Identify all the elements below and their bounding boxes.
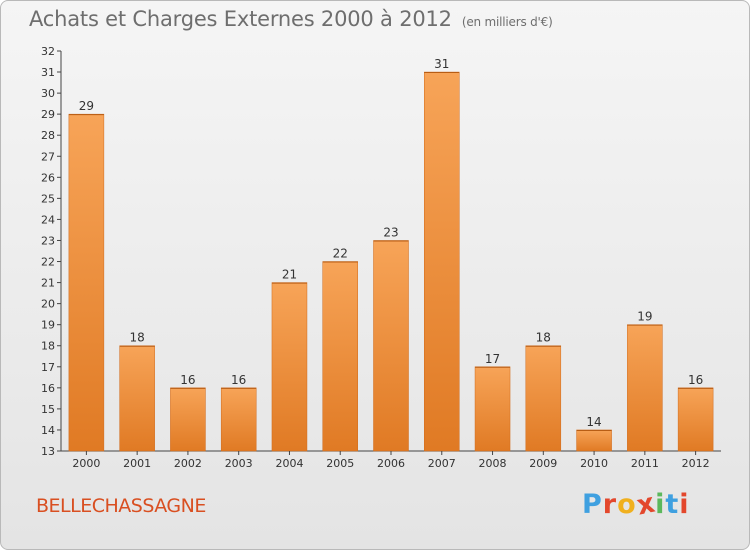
chart-title: Achats et Charges Externes 2000 à 2012 (e… bbox=[29, 7, 553, 31]
x-tick-label: 2008 bbox=[479, 457, 507, 470]
bar bbox=[525, 345, 562, 452]
x-tick-label: 2007 bbox=[428, 457, 456, 470]
data-label: 18 bbox=[130, 331, 145, 345]
bar bbox=[627, 324, 663, 452]
y-tick-label: 31 bbox=[41, 66, 55, 79]
bar bbox=[170, 387, 206, 452]
data-label: 29 bbox=[79, 99, 94, 113]
x-tick-label: 2011 bbox=[631, 457, 659, 470]
data-label: 23 bbox=[383, 225, 398, 239]
data-label: 31 bbox=[434, 57, 449, 71]
y-tick-label: 28 bbox=[41, 129, 55, 142]
y-tick-label: 26 bbox=[41, 171, 55, 184]
bar bbox=[576, 429, 612, 452]
x-tick-label: 2006 bbox=[377, 457, 405, 470]
y-tick-label: 22 bbox=[41, 256, 55, 269]
bar bbox=[373, 240, 409, 452]
x-tick-label: 2003 bbox=[225, 457, 253, 470]
x-tick-label: 2004 bbox=[275, 457, 303, 470]
y-tick-label: 15 bbox=[41, 403, 55, 416]
x-tick-label: 2012 bbox=[682, 457, 710, 470]
y-tick-label: 14 bbox=[41, 424, 55, 437]
data-label: 17 bbox=[485, 352, 500, 366]
y-tick-label: 30 bbox=[41, 87, 55, 100]
y-tick-label: 27 bbox=[41, 150, 55, 163]
x-tick-label: 2009 bbox=[529, 457, 557, 470]
data-label: 22 bbox=[333, 247, 348, 261]
data-label: 19 bbox=[637, 310, 652, 324]
y-tick-label: 21 bbox=[41, 277, 55, 290]
bar bbox=[424, 71, 460, 452]
y-tick-label: 24 bbox=[41, 213, 55, 226]
data-label: 18 bbox=[536, 331, 551, 345]
logo-letter: i bbox=[655, 489, 666, 520]
bar bbox=[119, 345, 155, 452]
y-tick-label: 25 bbox=[41, 192, 55, 205]
bar bbox=[220, 387, 257, 452]
y-tick-label: 18 bbox=[41, 340, 55, 353]
y-tick-label: 16 bbox=[41, 382, 55, 395]
chart-unit: (en milliers d'€) bbox=[461, 15, 553, 29]
x-tick-label: 2002 bbox=[174, 457, 202, 470]
commune-name: BELLECHASSAGNE bbox=[36, 495, 206, 517]
bar bbox=[68, 113, 105, 452]
logo-letter: r bbox=[602, 489, 618, 520]
logo-letter: t bbox=[665, 489, 680, 520]
data-label: 16 bbox=[180, 373, 195, 387]
x-tick-label: 2001 bbox=[123, 457, 151, 470]
y-tick-label: 19 bbox=[41, 319, 55, 332]
chart-title-text: Achats et Charges Externes 2000 à 2012 bbox=[29, 7, 452, 31]
y-tick-label: 13 bbox=[41, 445, 55, 458]
logo-letter: i bbox=[679, 489, 690, 520]
y-tick-label: 32 bbox=[41, 45, 55, 58]
bar bbox=[271, 282, 308, 452]
logo-letter: P bbox=[582, 489, 603, 520]
bar bbox=[474, 366, 511, 452]
proxiti-logo: Proxiti bbox=[582, 487, 690, 521]
bar bbox=[322, 261, 358, 452]
y-tick-label: 23 bbox=[41, 234, 55, 247]
data-label: 14 bbox=[586, 415, 601, 429]
data-label: 16 bbox=[688, 373, 703, 387]
x-tick-label: 2005 bbox=[326, 457, 354, 470]
data-label: 16 bbox=[231, 373, 246, 387]
bar bbox=[677, 387, 714, 452]
y-tick-label: 29 bbox=[41, 108, 55, 121]
data-label: 21 bbox=[282, 268, 297, 282]
y-tick-label: 17 bbox=[41, 361, 55, 374]
x-tick-label: 2010 bbox=[580, 457, 608, 470]
logo-letter: o bbox=[617, 489, 637, 520]
x-tick-label: 2000 bbox=[72, 457, 100, 470]
y-tick-label: 20 bbox=[41, 298, 55, 311]
